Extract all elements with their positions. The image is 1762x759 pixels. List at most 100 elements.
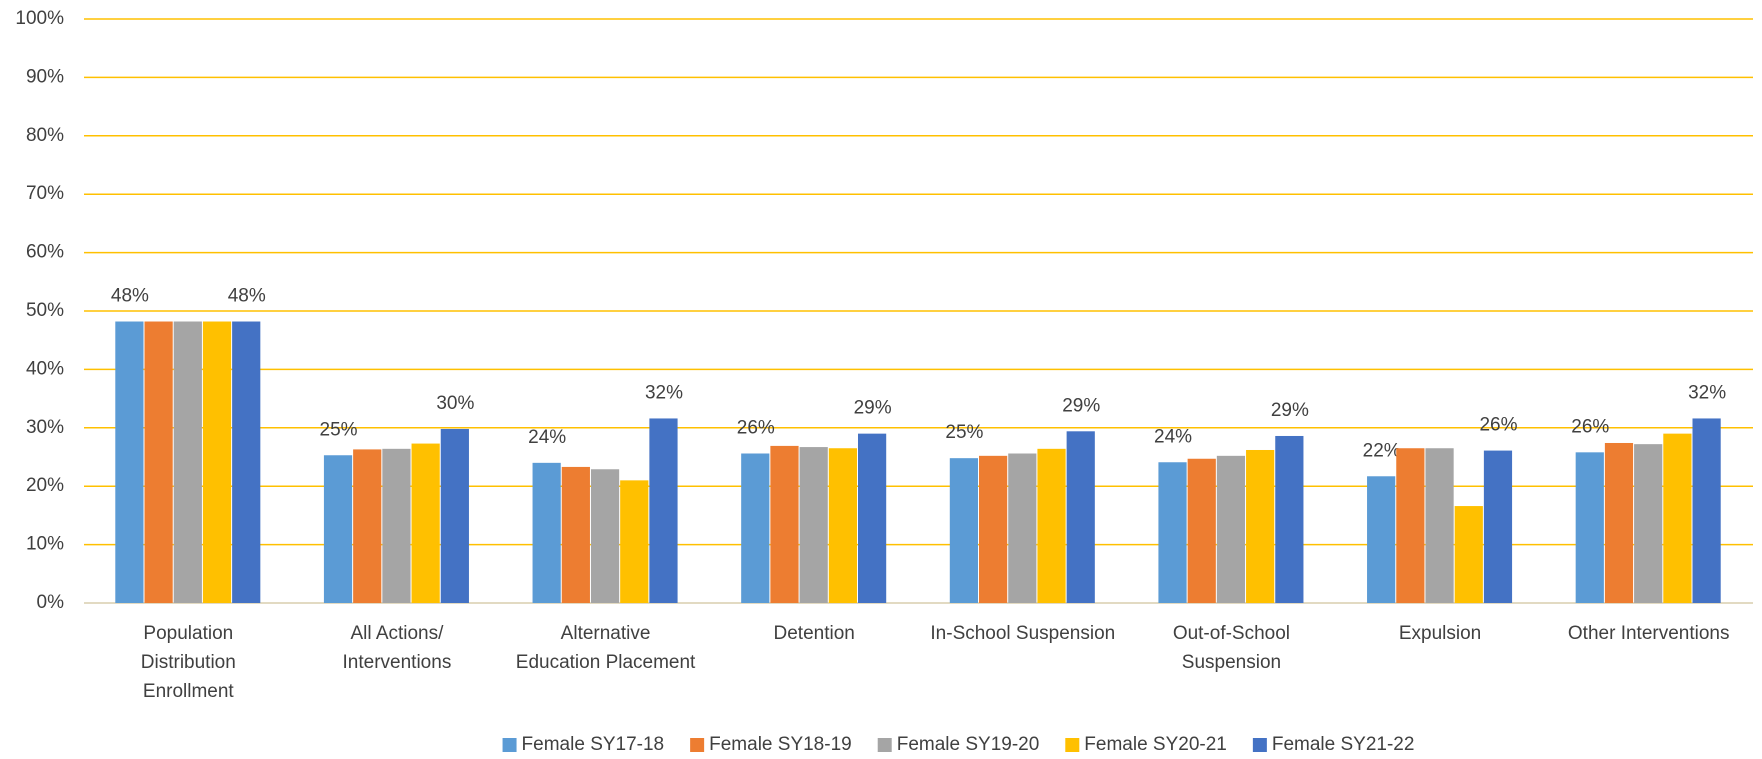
y-tick-label: 0% xyxy=(37,592,65,613)
bar xyxy=(857,433,887,603)
bar xyxy=(770,445,799,603)
x-tick-line: Suspension xyxy=(1182,652,1281,673)
legend-swatch xyxy=(1252,738,1267,752)
data-label: 24% xyxy=(1154,426,1192,447)
bar xyxy=(799,447,828,603)
bar xyxy=(202,321,232,603)
x-tick-line: Distribution xyxy=(141,652,236,673)
bar xyxy=(1575,452,1604,603)
x-tick-line: Enrollment xyxy=(143,681,235,702)
bar xyxy=(440,428,469,603)
x-tick-label: Out-of-School Suspension xyxy=(1173,623,1290,673)
x-tick-label: Expulsion xyxy=(1399,623,1481,644)
bar xyxy=(173,321,202,603)
y-tick-label: 80% xyxy=(26,125,64,146)
bar xyxy=(1246,449,1275,603)
bar xyxy=(382,448,411,603)
data-label: 22% xyxy=(1363,440,1401,461)
data-label: 29% xyxy=(1271,400,1309,421)
data-label: 29% xyxy=(854,398,892,419)
x-tick-line: Education Placement xyxy=(516,652,696,673)
x-tick-label: All Actions/Interventions xyxy=(343,623,452,673)
data-label: 26% xyxy=(1479,415,1517,436)
bar xyxy=(532,462,561,603)
x-tick-line: Other Interventions xyxy=(1568,623,1730,644)
bar xyxy=(1158,462,1187,603)
x-tick-line: Population xyxy=(143,623,233,644)
bar xyxy=(561,466,590,603)
x-tick-line: Alternative xyxy=(561,623,651,644)
bar xyxy=(1066,431,1095,603)
data-label: 48% xyxy=(111,286,149,307)
legend-label: Female SY21-22 xyxy=(1272,734,1415,755)
bar xyxy=(1037,448,1066,603)
data-label: 29% xyxy=(1062,395,1100,416)
legend-swatch xyxy=(690,738,705,752)
x-tick-line: Detention xyxy=(774,623,855,644)
y-tick-label: 70% xyxy=(26,183,64,204)
bar xyxy=(1454,506,1483,603)
x-tick-line: All Actions/ xyxy=(350,623,444,644)
x-tick-label: Population Distribution Enrollment xyxy=(141,623,236,702)
x-tick-label: Other Interventions xyxy=(1568,623,1730,644)
x-tick-line: Interventions xyxy=(343,652,452,673)
data-label: 25% xyxy=(945,422,983,443)
bar xyxy=(1604,442,1634,603)
legend-swatch xyxy=(877,738,892,752)
y-tick-label: 100% xyxy=(15,8,64,29)
x-tick-label: In-School Suspension xyxy=(930,623,1115,644)
y-tick-label: 90% xyxy=(26,66,64,87)
data-label: 26% xyxy=(1571,416,1609,437)
data-label: 24% xyxy=(528,427,566,448)
data-label: 32% xyxy=(645,382,683,403)
y-tick-label: 30% xyxy=(26,417,64,438)
bar xyxy=(232,321,261,603)
bar xyxy=(949,458,979,603)
legend-label: Female SY20-21 xyxy=(1084,734,1227,755)
data-label: 26% xyxy=(737,418,775,439)
bar xyxy=(1187,458,1216,603)
legend-swatch xyxy=(1065,738,1080,752)
bar xyxy=(620,480,649,603)
bar xyxy=(1008,453,1037,603)
bar xyxy=(979,455,1008,603)
bar xyxy=(1425,448,1454,603)
x-tick-line: Out-of-School xyxy=(1173,623,1290,644)
y-tick-label: 60% xyxy=(26,242,64,263)
bar xyxy=(323,455,353,603)
x-tick-line: Expulsion xyxy=(1399,623,1481,644)
bar xyxy=(1216,455,1246,603)
bar xyxy=(649,418,678,603)
data-label: 30% xyxy=(436,393,474,414)
y-tick-label: 50% xyxy=(26,300,64,321)
bar xyxy=(1367,476,1396,603)
data-label: 32% xyxy=(1688,382,1726,403)
legend-label: Female SY17-18 xyxy=(522,734,665,755)
bar xyxy=(828,448,857,603)
bar xyxy=(1483,450,1513,603)
data-label: 25% xyxy=(320,419,358,440)
bar xyxy=(741,453,770,603)
x-tick-label: Alternative Education Placement xyxy=(516,623,696,673)
bar xyxy=(1692,418,1721,603)
bar xyxy=(411,443,440,603)
legend-swatch xyxy=(502,738,517,752)
y-tick-label: 20% xyxy=(26,475,64,496)
bar xyxy=(1634,444,1663,603)
bar xyxy=(1663,433,1692,603)
x-tick-label: Detention xyxy=(774,623,855,644)
bar xyxy=(144,321,173,603)
bar xyxy=(590,469,620,603)
bar xyxy=(1275,435,1304,603)
legend-label: Female SY18-19 xyxy=(709,734,852,755)
y-tick-label: 10% xyxy=(26,534,64,555)
y-tick-label: 40% xyxy=(26,358,64,379)
legend: Female SY17-18 Female SY18-19 Female SY19-… xyxy=(502,734,1415,755)
bar xyxy=(1396,448,1425,603)
bar xyxy=(353,449,382,603)
x-tick-line: In-School Suspension xyxy=(930,623,1115,644)
legend-label: Female SY19-20 xyxy=(897,734,1040,755)
data-label: 48% xyxy=(228,286,266,307)
bar xyxy=(115,321,144,603)
